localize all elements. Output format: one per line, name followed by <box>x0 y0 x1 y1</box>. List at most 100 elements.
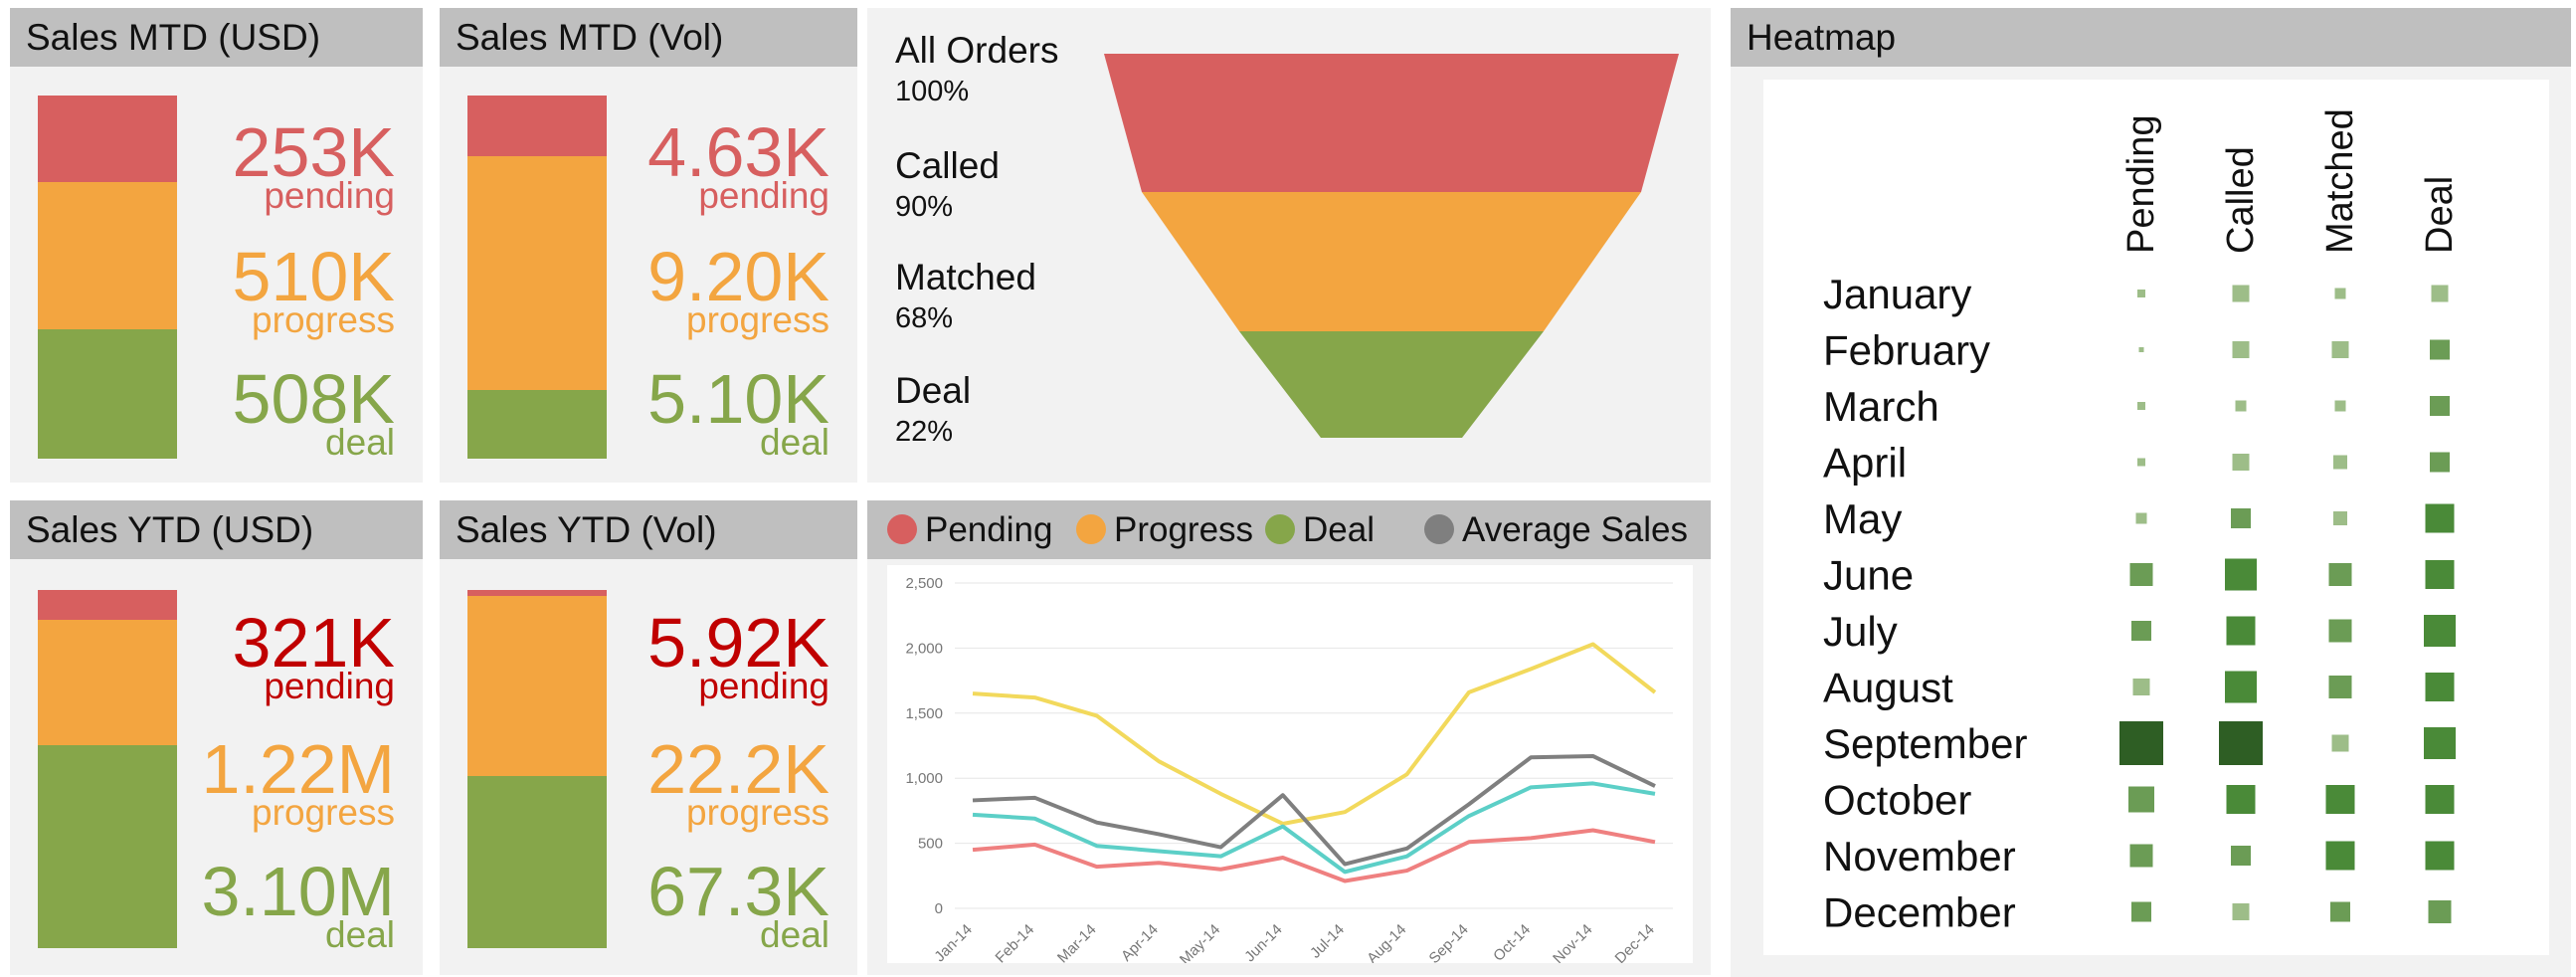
kpi-label: deal <box>325 422 395 463</box>
heatmap-row-label: June <box>1823 552 1914 599</box>
bar-segment-deal <box>38 329 177 459</box>
y-tick-label: 0 <box>935 900 943 917</box>
kpi-value: 508K <box>232 360 395 438</box>
legend-label: Progress <box>1114 510 1254 549</box>
kpi-label: pending <box>264 175 395 216</box>
series-line-0 <box>972 642 1657 826</box>
y-tick-label: 500 <box>918 836 943 853</box>
heatmap-cell <box>2331 341 2349 358</box>
heatmap-column-label: Called <box>2220 146 2262 254</box>
legend-dot <box>1076 513 1106 544</box>
heatmap-cell <box>2137 402 2145 410</box>
heatmap-column-label: Matched <box>2319 108 2361 254</box>
heatmap-cell <box>2119 721 2163 765</box>
y-tick-label: 1,500 <box>905 705 943 722</box>
heatmap-cell <box>2135 512 2147 524</box>
y-tick-label: 2,500 <box>905 575 943 592</box>
heatmap-cell <box>2132 679 2150 695</box>
x-tick-label: Aug-14 <box>1364 921 1409 963</box>
heatmap-area: Pending Called Matched Deal January February M… <box>1763 80 2549 955</box>
kpi-pending: 321K pending <box>233 608 395 704</box>
bar-segment-pending <box>38 96 177 182</box>
heatmap-row-label: December <box>1823 889 2016 936</box>
x-tick-label: Apr-14 <box>1118 921 1162 963</box>
legend-dot <box>887 513 917 544</box>
stage-name: Matched <box>895 257 1036 297</box>
heatmap-row-label: April <box>1823 440 1907 487</box>
chart-legend: Pending Progress Deal Average Sales <box>867 500 1711 559</box>
heatmap-cell <box>2334 400 2346 412</box>
x-tick-label: Sep-14 <box>1426 921 1472 963</box>
bar-segment-progress <box>467 596 607 776</box>
heatmap-cell <box>2333 455 2347 470</box>
heatmap-column-label: Pending <box>2120 115 2162 254</box>
heatmap-cell <box>2325 841 2355 871</box>
heatmap-row-label: November <box>1823 833 2016 879</box>
kpi-label: deal <box>760 422 829 463</box>
kpi-value: 4.63K <box>647 113 829 191</box>
heatmap-cell <box>2425 785 2455 814</box>
heatmap-cell <box>2138 347 2144 352</box>
bar-segment-deal <box>467 390 607 459</box>
kpi-value: 321K <box>232 604 395 682</box>
heatmap-cell <box>2225 558 2257 591</box>
panel-title: Sales MTD (Vol) <box>440 8 857 67</box>
stage-name: All Orders <box>895 30 1059 71</box>
x-tick-label: Oct-14 <box>1490 921 1534 963</box>
kpi-progress: 1.22M progress <box>201 734 395 831</box>
legend-item-average-sales: Average Sales <box>1424 500 1688 559</box>
panel-sales-ytd-usd: Sales YTD (USD) 321K pending 1.22M progr… <box>10 500 423 975</box>
bar-segment-deal <box>38 745 177 948</box>
heatmap-cell <box>2425 503 2455 533</box>
heatmap-cell <box>2330 901 2350 922</box>
funnel-stage-label: Matched 68% <box>895 257 1036 335</box>
heatmap-cell <box>2430 396 2450 416</box>
heatmap-cell <box>2431 285 2449 302</box>
stacked-bar <box>467 590 607 948</box>
funnel-stage-label: Called 90% <box>895 145 1000 224</box>
heatmap-cell <box>2226 785 2256 814</box>
heatmap-cell <box>2219 721 2263 765</box>
heatmap-cell <box>2129 563 2153 586</box>
heatmap-cell <box>2131 901 2151 922</box>
heatmap-cell <box>2129 844 2153 868</box>
kpi-label: progress <box>686 792 829 833</box>
heatmap-cell <box>2232 285 2250 302</box>
heatmap-cell <box>2235 400 2247 412</box>
legend-dot <box>1265 513 1295 544</box>
bar-segment-pending <box>467 96 607 156</box>
kpi-value: 5.92K <box>647 604 829 682</box>
heatmap-svg: Pending Called Matched Deal January February M… <box>1823 108 2461 936</box>
kpi-deal: 3.10M deal <box>201 857 395 953</box>
heatmap-cell <box>2328 563 2352 586</box>
panel-title: Sales MTD (USD) <box>10 8 423 67</box>
x-tick-label: Jun-14 <box>1241 921 1285 963</box>
series-line-3 <box>972 828 1656 883</box>
heatmap-cell <box>2430 452 2450 473</box>
stacked-bar <box>38 96 177 459</box>
panel-title: Sales YTD (Vol) <box>440 500 857 559</box>
kpi-label: pending <box>698 175 829 216</box>
bar-segment-pending <box>467 590 607 596</box>
stage-pct: 100% <box>895 76 970 107</box>
funnel-segment-all-orders <box>1104 54 1679 192</box>
legend-dot <box>1424 513 1454 544</box>
bar-segment-deal <box>467 776 607 948</box>
bar-segment-progress <box>38 182 177 329</box>
heatmap-cell <box>2325 785 2355 814</box>
heatmap-cell <box>2232 454 2250 471</box>
kpi-progress: 510K progress <box>233 242 395 338</box>
kpi-value: 9.20K <box>647 238 829 315</box>
heatmap-row-label: March <box>1823 383 1939 430</box>
bar-segment-progress <box>38 620 177 745</box>
legend-item-pending: Pending <box>887 500 1052 559</box>
heatmap-cell <box>2430 339 2450 360</box>
heatmap-cell <box>2137 290 2145 297</box>
kpi-deal: 508K deal <box>233 364 395 461</box>
kpi-label: progress <box>686 299 829 340</box>
heatmap-row-label: August <box>1823 665 1953 711</box>
funnel-stage-label: Deal 22% <box>895 370 971 449</box>
x-tick-label: Jul-14 <box>1307 921 1348 962</box>
kpi-value: 67.3K <box>647 853 829 930</box>
kpi-label: progress <box>252 792 395 833</box>
